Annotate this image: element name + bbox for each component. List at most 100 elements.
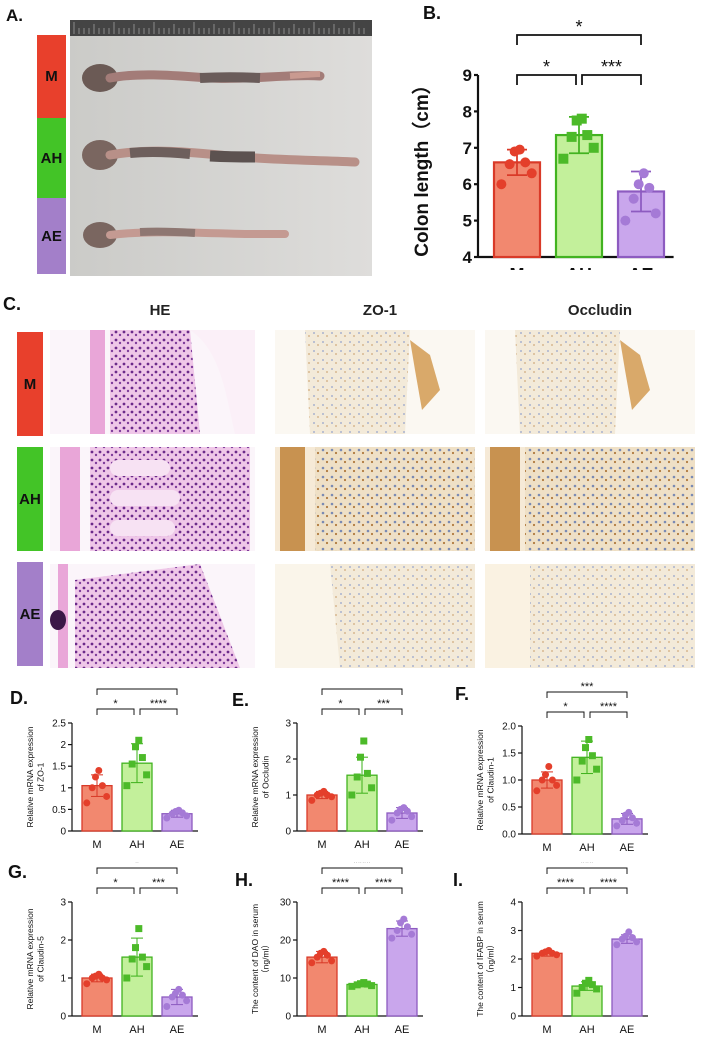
point-m — [496, 179, 507, 190]
point-ah — [128, 760, 136, 768]
point-ae — [613, 822, 621, 830]
category-label-ae: AE — [628, 265, 653, 270]
point-ah — [353, 773, 361, 781]
y-tick-label: 2 — [285, 755, 291, 766]
significance-bracket — [516, 74, 577, 85]
bar-m — [531, 952, 563, 1017]
point-ae — [628, 814, 636, 822]
significance-bracket — [364, 887, 403, 894]
y-axis-label: Relative mRNA expression — [25, 726, 35, 827]
y-tick-label: 2.0 — [502, 722, 516, 733]
point-ae — [388, 816, 396, 824]
category-label-m: M — [542, 842, 551, 854]
y-tick-label: 30 — [280, 898, 292, 909]
significance-bracket — [321, 887, 360, 894]
panel-letter-b: B. — [423, 3, 441, 23]
category-label-m: M — [92, 839, 101, 851]
significance-bracket — [321, 708, 360, 715]
he-image-m — [50, 330, 255, 434]
category-label-m: M — [317, 839, 326, 851]
point-ae — [620, 215, 631, 226]
point-ah — [123, 974, 131, 982]
y-tick-label: 7 — [463, 139, 472, 158]
y-tick-label: 3 — [60, 898, 66, 909]
panel-letter-h: H. — [235, 870, 253, 890]
colon-photo — [70, 20, 372, 276]
column-title-zo1: ZO-1 — [362, 302, 398, 319]
ruler-ticks — [73, 22, 365, 34]
point-ah — [368, 784, 376, 792]
point-ah — [588, 142, 599, 153]
point-ae — [633, 938, 641, 946]
point-ah — [573, 776, 581, 784]
point-ae — [638, 168, 649, 179]
y-tick-label: 4 — [463, 248, 473, 267]
significance-bracket — [321, 867, 403, 874]
histology-group-ah: AH — [17, 447, 43, 551]
y-tick-label: 10 — [280, 974, 292, 985]
point-ah — [593, 765, 601, 773]
point-ah — [143, 963, 151, 971]
y-tick-label: 0 — [510, 1012, 516, 1023]
point-m — [526, 168, 537, 179]
y-tick-label: 0.5 — [502, 803, 516, 814]
point-ah — [138, 953, 146, 961]
point-ae — [408, 813, 416, 821]
significance-label: * — [563, 701, 568, 713]
y-tick-label: 1.5 — [502, 749, 516, 760]
point-ah — [588, 752, 596, 760]
zo1-image-ah — [275, 447, 475, 551]
point-ae — [628, 934, 636, 942]
point-m — [538, 776, 546, 784]
point-m — [328, 957, 336, 965]
category-label-ah: AH — [579, 842, 594, 854]
point-ae — [178, 991, 186, 999]
y-axis-label: （ng/ml） — [260, 940, 270, 978]
significance-label: *** — [581, 681, 595, 693]
significance-label: **** — [600, 877, 618, 889]
point-ah — [138, 754, 146, 762]
category-label-ah: AH — [354, 839, 369, 851]
point-ae — [408, 930, 416, 938]
point-ah — [135, 925, 143, 933]
point-m — [98, 782, 106, 790]
point-ah — [582, 744, 589, 752]
point-ae — [163, 814, 171, 822]
point-m — [548, 776, 556, 784]
y-tick-label: 0.5 — [52, 805, 66, 816]
point-m — [95, 767, 103, 775]
point-m — [83, 799, 91, 807]
point-m — [514, 144, 525, 155]
group-block-ae: AE — [37, 198, 66, 274]
point-ae — [625, 928, 633, 936]
significance-label: * — [360, 685, 365, 690]
y-tick-label: 1.5 — [52, 762, 66, 773]
group-block-ah: AH — [37, 118, 66, 198]
point-ah — [123, 782, 131, 790]
significance-bracket — [96, 708, 135, 715]
panel-letter-c: C. — [3, 294, 21, 314]
category-label-ae: AE — [170, 1024, 185, 1036]
point-ah — [588, 981, 596, 989]
significance-bracket — [546, 711, 585, 718]
point-ae — [628, 193, 639, 204]
significance-bracket — [96, 688, 178, 695]
y-axis-label: of Occludin — [260, 755, 270, 798]
y-tick-label: 2 — [60, 740, 66, 751]
significance-label: *** — [377, 698, 391, 710]
y-tick-label: 0 — [60, 827, 66, 838]
significance-label: * — [338, 698, 343, 710]
panel-letter-d: D. — [10, 688, 28, 708]
y-axis-label: Relative mRNA expression — [250, 726, 260, 827]
significance-bracket — [139, 887, 178, 894]
point-m — [320, 787, 328, 795]
point-ah — [128, 955, 136, 963]
y-tick-label: 1 — [285, 791, 291, 802]
point-ah — [558, 153, 569, 164]
significance-bracket — [516, 34, 642, 45]
point-m — [308, 796, 316, 804]
point-ah — [578, 757, 586, 765]
y-tick-label: 1.0 — [502, 776, 516, 787]
category-label-ae: AE — [395, 839, 410, 851]
